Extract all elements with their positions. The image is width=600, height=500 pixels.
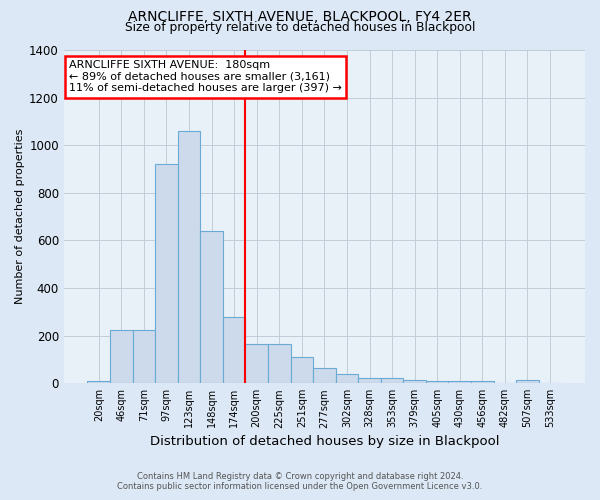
Bar <box>178 131 200 383</box>
X-axis label: Distribution of detached houses by size in Blackpool: Distribution of detached houses by size … <box>149 434 499 448</box>
Bar <box>448 382 471 383</box>
Text: Size of property relative to detached houses in Blackpool: Size of property relative to detached ho… <box>125 22 475 35</box>
Bar <box>290 357 313 383</box>
Text: Contains HM Land Registry data © Crown copyright and database right 2024.
Contai: Contains HM Land Registry data © Crown c… <box>118 472 482 491</box>
Text: ARNCLIFFE, SIXTH AVENUE, BLACKPOOL, FY4 2ER: ARNCLIFFE, SIXTH AVENUE, BLACKPOOL, FY4 … <box>128 10 472 24</box>
Bar <box>358 378 381 383</box>
Bar <box>426 381 448 383</box>
Bar <box>245 344 268 383</box>
Bar <box>223 316 245 383</box>
Bar <box>381 378 403 383</box>
Bar <box>335 374 358 383</box>
Y-axis label: Number of detached properties: Number of detached properties <box>15 129 25 304</box>
Bar <box>403 380 426 383</box>
Text: ARNCLIFFE SIXTH AVENUE:  180sqm
← 89% of detached houses are smaller (3,161)
11%: ARNCLIFFE SIXTH AVENUE: 180sqm ← 89% of … <box>69 60 342 93</box>
Bar <box>110 330 133 383</box>
Bar <box>155 164 178 383</box>
Bar <box>268 344 290 383</box>
Bar <box>516 380 539 383</box>
Bar <box>133 330 155 383</box>
Bar <box>471 382 494 383</box>
Bar <box>88 381 110 383</box>
Bar <box>200 231 223 383</box>
Bar <box>313 368 335 383</box>
